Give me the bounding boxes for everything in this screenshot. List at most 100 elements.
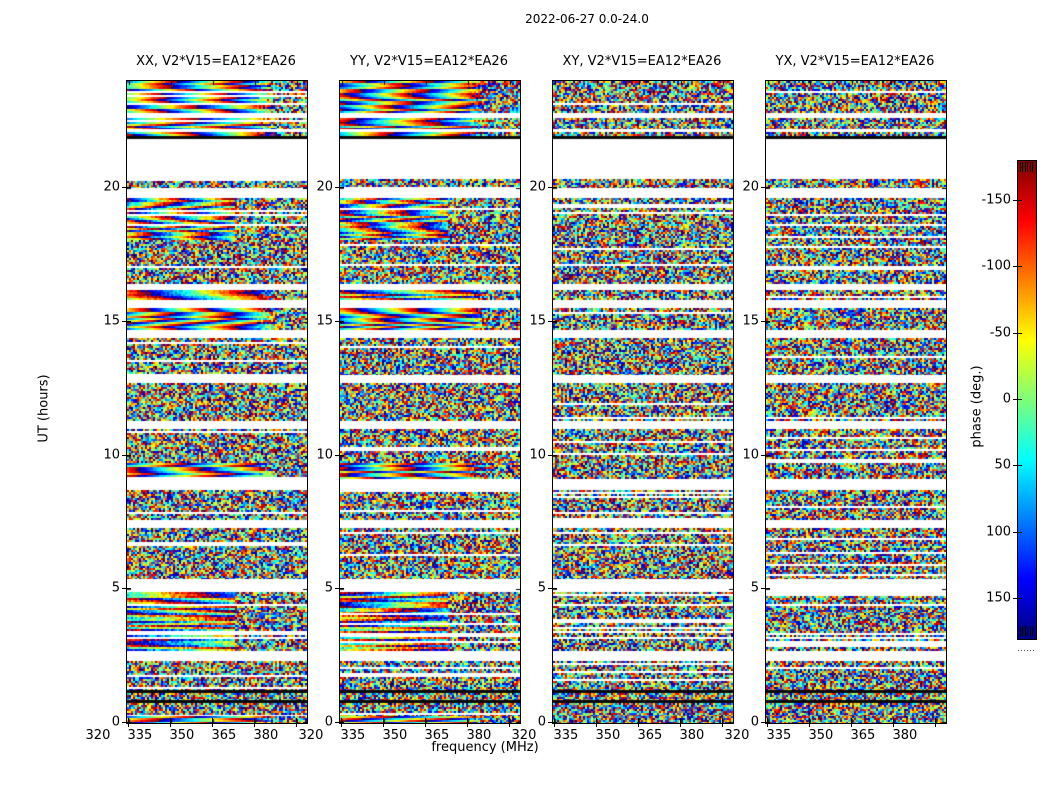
colorbar-tick-mark	[1013, 199, 1022, 201]
x-tick-mark	[721, 718, 723, 727]
x-tick-label-350: 350	[382, 728, 408, 743]
y-tick-label-20: 20	[742, 179, 759, 195]
figure-suptitle: 2022-06-27 0.0-24.0	[525, 12, 649, 26]
y-tick-label-10: 10	[742, 447, 759, 462]
colorbar-extend-hatch	[1029, 162, 1031, 172]
x-tick-label-335: 335	[766, 728, 792, 743]
x-tick-label-320: 320	[85, 728, 111, 743]
colorbar-extend-hatch	[1029, 626, 1031, 636]
y-tick-mark	[761, 320, 770, 322]
x-tick-mark	[595, 718, 597, 727]
colorbar-tick-mark	[1013, 332, 1022, 334]
y-tick-mark	[548, 454, 557, 456]
x-axis-label: frequency (MHz)	[431, 740, 539, 755]
y-tick-mark	[548, 722, 557, 723]
y-tick-mark	[761, 454, 770, 456]
x-tick-mark	[424, 718, 426, 727]
y-tick-mark	[761, 722, 770, 723]
y-tick-mark	[761, 588, 770, 590]
colorbar-label: phase (deg.)	[969, 365, 985, 448]
colorbar-tick-label: -100	[981, 258, 1011, 274]
x-tick-mark	[934, 718, 936, 727]
colorbar-tick-mark	[1013, 531, 1022, 533]
y-tick-mark	[761, 187, 770, 188]
y-tick-label-15: 15	[529, 313, 546, 329]
x-tick-label-365: 365	[850, 728, 876, 743]
x-tick-label-335: 335	[553, 728, 579, 743]
x-tick-mark	[892, 718, 894, 727]
x-tick-mark	[553, 718, 555, 727]
x-tick-mark	[637, 718, 639, 727]
colorbar-tick-label: 150	[986, 590, 1011, 606]
x-tick-mark	[766, 718, 768, 727]
y-tick-mark	[122, 187, 131, 188]
y-tick-label-5: 5	[750, 580, 759, 596]
panel-title-yy: YY, V2*V15=EA12*EA26	[350, 54, 508, 69]
y-tick-label-10: 10	[316, 447, 333, 462]
colorbar-tick-label: 50	[994, 457, 1011, 473]
y-tick-mark	[335, 588, 344, 590]
y-tick-label-10: 10	[529, 447, 546, 462]
y-tick-label-0: 0	[324, 714, 333, 730]
colorbar-extend-hatch	[1024, 162, 1026, 172]
x-tick-label-335: 335	[340, 728, 366, 743]
x-tick-mark	[382, 718, 384, 727]
y-tick-mark	[335, 320, 344, 322]
y-tick-label-15: 15	[316, 313, 333, 329]
colorbar-extend-hatch	[1022, 162, 1024, 172]
y-tick-label-5: 5	[324, 580, 333, 596]
x-tick-label-320: 320	[724, 728, 750, 743]
colorbar-tick-label: 0	[1002, 391, 1011, 407]
y-tick-label-20: 20	[316, 179, 333, 195]
y-tick-label-0: 0	[111, 714, 120, 730]
colorbar-tick-mark	[1013, 399, 1022, 400]
colorbar[interactable]	[1017, 160, 1037, 640]
colorbar-tick-label: -50	[989, 325, 1011, 341]
panel-title-yx: YX, V2*V15=EA12*EA26	[775, 54, 935, 69]
x-tick-mark	[340, 718, 342, 727]
panel-xy[interactable]	[552, 80, 734, 724]
y-tick-mark	[122, 588, 131, 590]
y-tick-label-0: 0	[537, 714, 546, 730]
x-tick-label-365: 365	[637, 728, 663, 743]
x-tick-mark	[169, 718, 171, 727]
y-tick-mark	[548, 320, 557, 322]
x-tick-label-350: 350	[169, 728, 195, 743]
colorbar-extend-hatch	[1020, 162, 1021, 172]
y-tick-label-5: 5	[537, 580, 546, 596]
colorbar-tick-label: -150	[981, 192, 1011, 208]
y-tick-mark	[548, 588, 557, 590]
x-tick-mark	[295, 718, 297, 727]
colorbar-tick-mark	[1013, 266, 1022, 268]
panel-title-xy: XY, V2*V15=EA12*EA26	[562, 54, 722, 69]
x-tick-mark	[211, 718, 213, 727]
x-tick-mark	[508, 718, 510, 727]
x-tick-mark	[466, 718, 468, 727]
colorbar-extend-hatch	[1022, 626, 1024, 636]
x-tick-label-320: 320	[298, 728, 324, 743]
panel-title-xx: XX, V2*V15=EA12*EA26	[136, 54, 296, 69]
panel-xx[interactable]	[126, 80, 308, 724]
y-tick-mark	[122, 454, 131, 456]
y-tick-label-5: 5	[111, 580, 120, 596]
colorbar-tick-mark	[1013, 598, 1022, 600]
y-tick-label-20: 20	[103, 179, 120, 195]
x-tick-mark	[679, 718, 681, 727]
x-tick-mark	[127, 718, 129, 727]
y-tick-label-15: 15	[103, 313, 120, 329]
x-tick-label-365: 365	[211, 728, 237, 743]
x-tick-label-365: 365	[424, 728, 450, 743]
panel-yy[interactable]	[339, 80, 521, 724]
colorbar-underflow-marker	[1018, 650, 1035, 651]
x-tick-label-380: 380	[466, 728, 492, 743]
y-tick-label-20: 20	[529, 179, 546, 195]
x-tick-label-350: 350	[595, 728, 621, 743]
colorbar-extend-hatch	[1020, 626, 1021, 636]
y-tick-mark	[548, 187, 557, 188]
panel-yx[interactable]	[765, 80, 947, 724]
colorbar-extend-hatch	[1024, 626, 1026, 636]
x-tick-label-380: 380	[253, 728, 279, 743]
colorbar-extend-hatch	[1027, 626, 1029, 636]
x-tick-label-335: 335	[127, 728, 153, 743]
colorbar-tick-label: 100	[986, 524, 1011, 540]
